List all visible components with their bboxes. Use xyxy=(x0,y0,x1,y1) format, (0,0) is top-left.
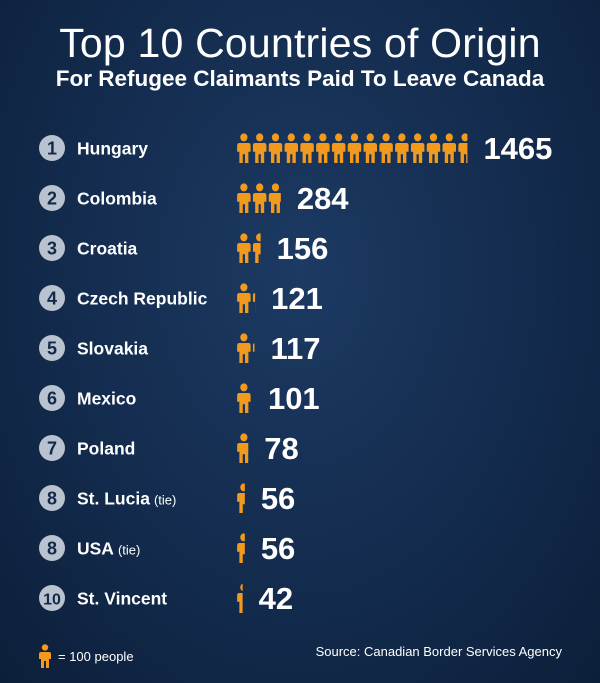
rank-number: 2 xyxy=(47,189,57,209)
row-3: 3 Croatia 156 xyxy=(39,231,328,266)
person-icon xyxy=(252,283,256,313)
person-icon xyxy=(363,133,378,163)
rank-number: 10 xyxy=(43,592,61,609)
rank-number: 4 xyxy=(47,289,57,309)
country-label: Slovakia xyxy=(77,339,148,359)
row-9: 8 USA (tie) 56 xyxy=(39,531,295,566)
person-icon xyxy=(237,133,251,163)
value-label: 117 xyxy=(270,331,320,366)
rank-badge xyxy=(39,185,65,211)
chart-subtitle: For Refugee Claimants Paid To Leave Cana… xyxy=(55,66,545,91)
person-icon xyxy=(395,133,409,163)
rank-badge xyxy=(39,385,65,411)
rank-number: 6 xyxy=(47,389,57,409)
rank-number: 5 xyxy=(47,339,57,359)
person-icon xyxy=(316,133,330,163)
person-icon xyxy=(300,133,314,163)
person-icon xyxy=(237,183,251,213)
country-label: USA (tie) xyxy=(77,539,140,559)
value-label: 42 xyxy=(259,581,293,616)
person-icons xyxy=(237,283,256,313)
country-label: Colombia xyxy=(77,189,157,209)
rank-badge xyxy=(39,335,65,361)
rank-number: 3 xyxy=(47,239,57,259)
rank-badge xyxy=(39,585,65,611)
person-icon xyxy=(347,133,362,163)
value-label: 284 xyxy=(297,181,349,216)
person-icon xyxy=(379,133,393,163)
person-icon xyxy=(237,483,245,513)
row-1: 1 Hungary 1465 xyxy=(39,131,552,166)
country-label: Czech Republic xyxy=(77,289,208,309)
country-label: Mexico xyxy=(77,389,136,409)
person-icon xyxy=(284,133,299,163)
person-icon xyxy=(268,133,283,163)
person-icon xyxy=(268,183,281,213)
person-icon xyxy=(237,383,251,413)
person-icon xyxy=(442,133,457,163)
row-5: 5 Slovakia 117 xyxy=(39,331,320,366)
person-icons xyxy=(237,433,249,463)
person-icons xyxy=(237,383,266,413)
value-label: 78 xyxy=(264,431,298,466)
person-icons xyxy=(237,583,243,613)
person-icon xyxy=(237,283,251,313)
person-icon xyxy=(331,133,346,163)
person-icon xyxy=(458,133,468,163)
rank-badge xyxy=(39,485,65,511)
value-label: 156 xyxy=(277,231,329,266)
value-label: 1465 xyxy=(483,131,552,166)
person-icons xyxy=(237,133,468,163)
person-icon xyxy=(237,233,251,263)
rank-number: 8 xyxy=(47,539,57,559)
person-icon xyxy=(426,133,441,163)
row-7: 7 Poland 78 xyxy=(39,431,299,466)
person-icon xyxy=(252,333,255,363)
rank-badge xyxy=(39,135,65,161)
row-2: 2 Colombia 284 xyxy=(39,181,349,216)
person-icon xyxy=(252,183,267,213)
legend: = 100 people xyxy=(38,644,134,668)
person-icon xyxy=(410,133,425,163)
value-label: 56 xyxy=(261,531,295,566)
rank-number: 8 xyxy=(47,489,57,509)
chart-title: Top 10 Countries of Origin xyxy=(59,20,541,66)
value-label: 101 xyxy=(268,381,320,416)
country-label: Poland xyxy=(77,439,135,459)
row-6: 6 Mexico 101 xyxy=(39,381,320,416)
person-icons xyxy=(237,483,245,513)
rank-number: 1 xyxy=(47,139,57,159)
row-8: 8 St. Lucia (tie) 56 xyxy=(39,481,295,516)
rank-badge xyxy=(39,235,65,261)
rank-badge xyxy=(39,285,65,311)
country-label: St. Lucia (tie) xyxy=(77,489,176,509)
person-icon xyxy=(237,533,245,563)
row-4: 4 Czech Republic 121 xyxy=(39,281,323,316)
person-icon xyxy=(252,233,261,263)
person-icon xyxy=(253,383,266,413)
person-icons xyxy=(237,233,261,263)
person-icon xyxy=(252,133,267,163)
rank-number: 7 xyxy=(47,439,57,459)
country-label: St. Vincent xyxy=(77,589,167,609)
person-icon xyxy=(237,333,251,363)
person-icon xyxy=(237,583,243,613)
country-label: Croatia xyxy=(77,239,138,259)
person-icons xyxy=(237,333,255,363)
value-label: 56 xyxy=(261,481,295,516)
person-icons xyxy=(237,533,245,563)
person-icon xyxy=(39,644,51,668)
rank-badge xyxy=(39,435,65,461)
value-label: 121 xyxy=(271,281,323,316)
person-icons xyxy=(237,183,281,213)
person-icon xyxy=(237,433,249,463)
country-label: Hungary xyxy=(77,139,148,159)
source-note: Source: Canadian Border Services Agency xyxy=(315,644,562,659)
rank-badge xyxy=(39,535,65,561)
legend-text: = 100 people xyxy=(58,648,134,664)
row-10: 10 St. Vincent 42 xyxy=(39,581,293,616)
